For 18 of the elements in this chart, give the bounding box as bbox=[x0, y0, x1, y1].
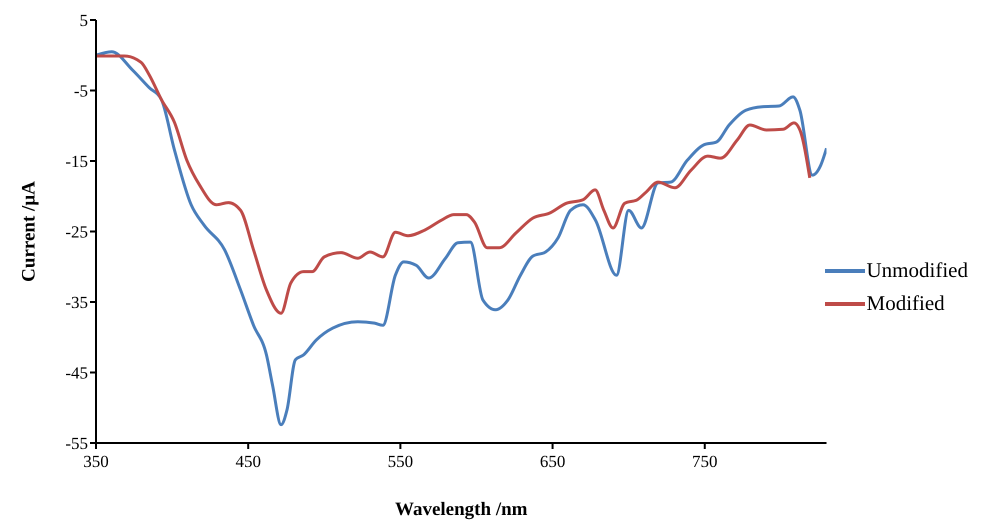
x-tick-label: 450 bbox=[235, 452, 261, 472]
y-tick-label: 5 bbox=[80, 11, 88, 30]
line-series bbox=[96, 54, 812, 315]
y-tick-label: -35 bbox=[65, 293, 88, 312]
legend-label: Modified bbox=[866, 291, 945, 316]
x-tick-label: 650 bbox=[540, 452, 566, 472]
y-tick-label: -45 bbox=[65, 364, 88, 383]
x-axis-title: Wavelength /nm bbox=[395, 499, 528, 520]
y-tick-label: -5 bbox=[74, 82, 88, 101]
y-tick-label: -15 bbox=[65, 152, 88, 172]
x-tick-label: 550 bbox=[388, 452, 414, 472]
line-series bbox=[96, 50, 827, 426]
y-axis-title: Current /μA bbox=[18, 180, 40, 282]
y-tick-label: -55 bbox=[65, 434, 88, 454]
x-tick-label: 350 bbox=[83, 452, 109, 472]
legend-label: Unmodified bbox=[866, 258, 968, 283]
x-tick-label: 750 bbox=[692, 452, 718, 472]
y-tick-label: -25 bbox=[65, 222, 88, 242]
